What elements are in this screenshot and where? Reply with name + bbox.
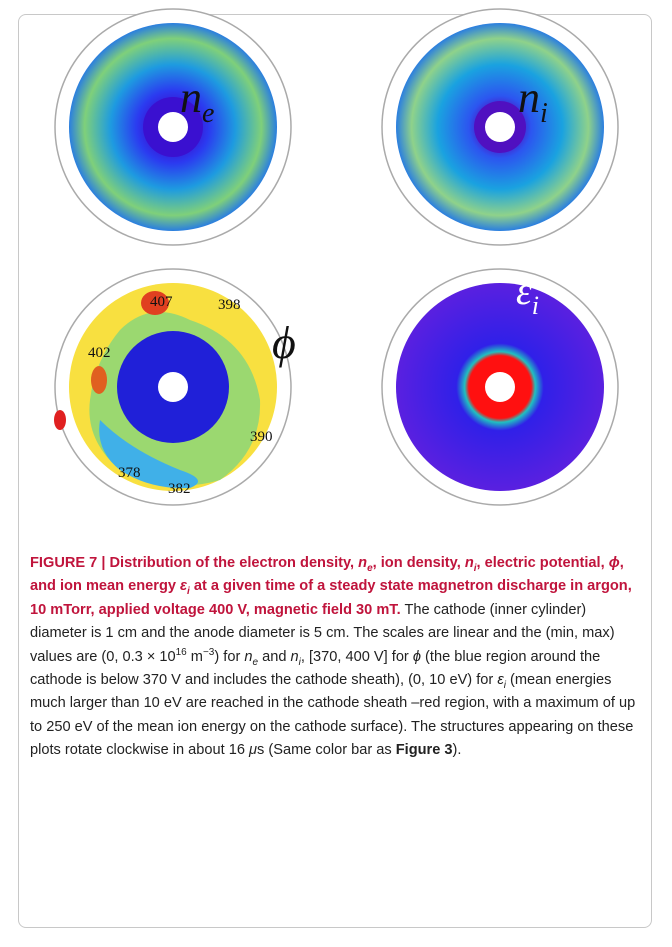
text-run: i [540, 98, 548, 129]
text-run: n [518, 73, 540, 122]
text-run: n [180, 73, 202, 122]
panel-label: ϕ [272, 317, 296, 368]
text-run: FIGURE 7 | Distribution of the electron … [30, 555, 358, 571]
text-run: −3 [203, 647, 214, 658]
panel-phi: ϕ 407 398 402 390 378 382 [54, 269, 296, 505]
figure: ne ni ϕ 407 398 402 390 378 382 εi [0, 0, 672, 540]
text-run: n [291, 649, 299, 665]
figure-caption: FIGURE 7 | Distribution of the electron … [30, 552, 644, 763]
contour-label: 398 [218, 297, 241, 313]
text-run: n [244, 649, 252, 665]
text-run: i [532, 291, 539, 320]
contour-label: 407 [150, 294, 173, 310]
panel-ne: ne [55, 9, 291, 245]
text-run: , [370, 400 V] for [301, 649, 413, 665]
panel-ni: ni [382, 9, 618, 245]
text-run: Figure 3 [396, 742, 453, 758]
text-run: and [258, 649, 290, 665]
contour-label: 378 [118, 465, 141, 481]
text-run: ϕ [413, 649, 421, 665]
contour-label: 382 [168, 481, 191, 497]
text-run: ε [180, 578, 187, 594]
text-run: s (Same color bar as [257, 742, 396, 758]
contour-label: 402 [88, 345, 111, 361]
text-run: m [187, 649, 203, 665]
page: ne ni ϕ 407 398 402 390 378 382 εi FIGUR… [0, 0, 672, 947]
text-run: , ion density, [373, 555, 465, 571]
contour-label: 390 [250, 429, 273, 445]
text-run: 16 [176, 647, 187, 658]
text-run: e [202, 98, 214, 129]
text-run: μ [249, 742, 257, 758]
panel-ei: εi [382, 268, 618, 505]
text-run: ) for [214, 649, 244, 665]
text-run: ε [516, 268, 532, 313]
text-run: , electric potential, [477, 555, 609, 571]
text-run: n [465, 555, 474, 571]
text-run: ). [453, 742, 462, 758]
text-run: n [358, 555, 367, 571]
text-run: ϕ [609, 555, 620, 571]
